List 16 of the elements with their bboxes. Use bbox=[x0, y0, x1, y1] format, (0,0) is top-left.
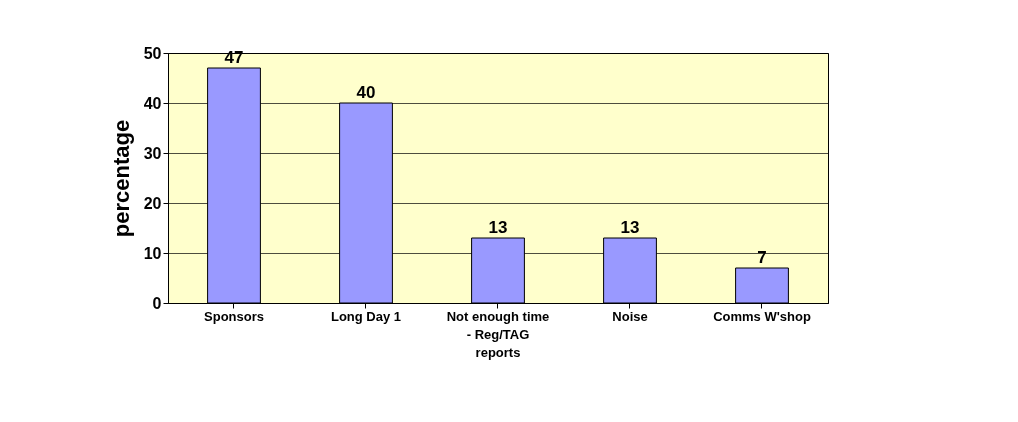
x-tick-label: Comms W'shop bbox=[713, 308, 811, 324]
x-tick-label: Noise bbox=[612, 308, 648, 324]
y-axis-title: percentage bbox=[108, 119, 134, 238]
x-tick-label: Long Day 1 bbox=[330, 308, 402, 324]
x-tick-label: Sponsors bbox=[204, 308, 264, 324]
y-tick-label: 10 bbox=[143, 244, 162, 262]
x-tick-label: Not enough time - Reg/TAG reports bbox=[446, 308, 550, 360]
data-label: 13 bbox=[488, 218, 508, 237]
y-tick-label: 40 bbox=[143, 94, 162, 112]
data-label: 13 bbox=[620, 218, 640, 237]
y-tick-label: 50 bbox=[143, 44, 162, 62]
data-label: 7 bbox=[757, 248, 767, 267]
y-tick-label: 30 bbox=[143, 144, 162, 162]
data-label: 40 bbox=[356, 83, 376, 102]
y-tick-label: 20 bbox=[143, 194, 162, 212]
y-tick-label: 0 bbox=[152, 294, 162, 312]
